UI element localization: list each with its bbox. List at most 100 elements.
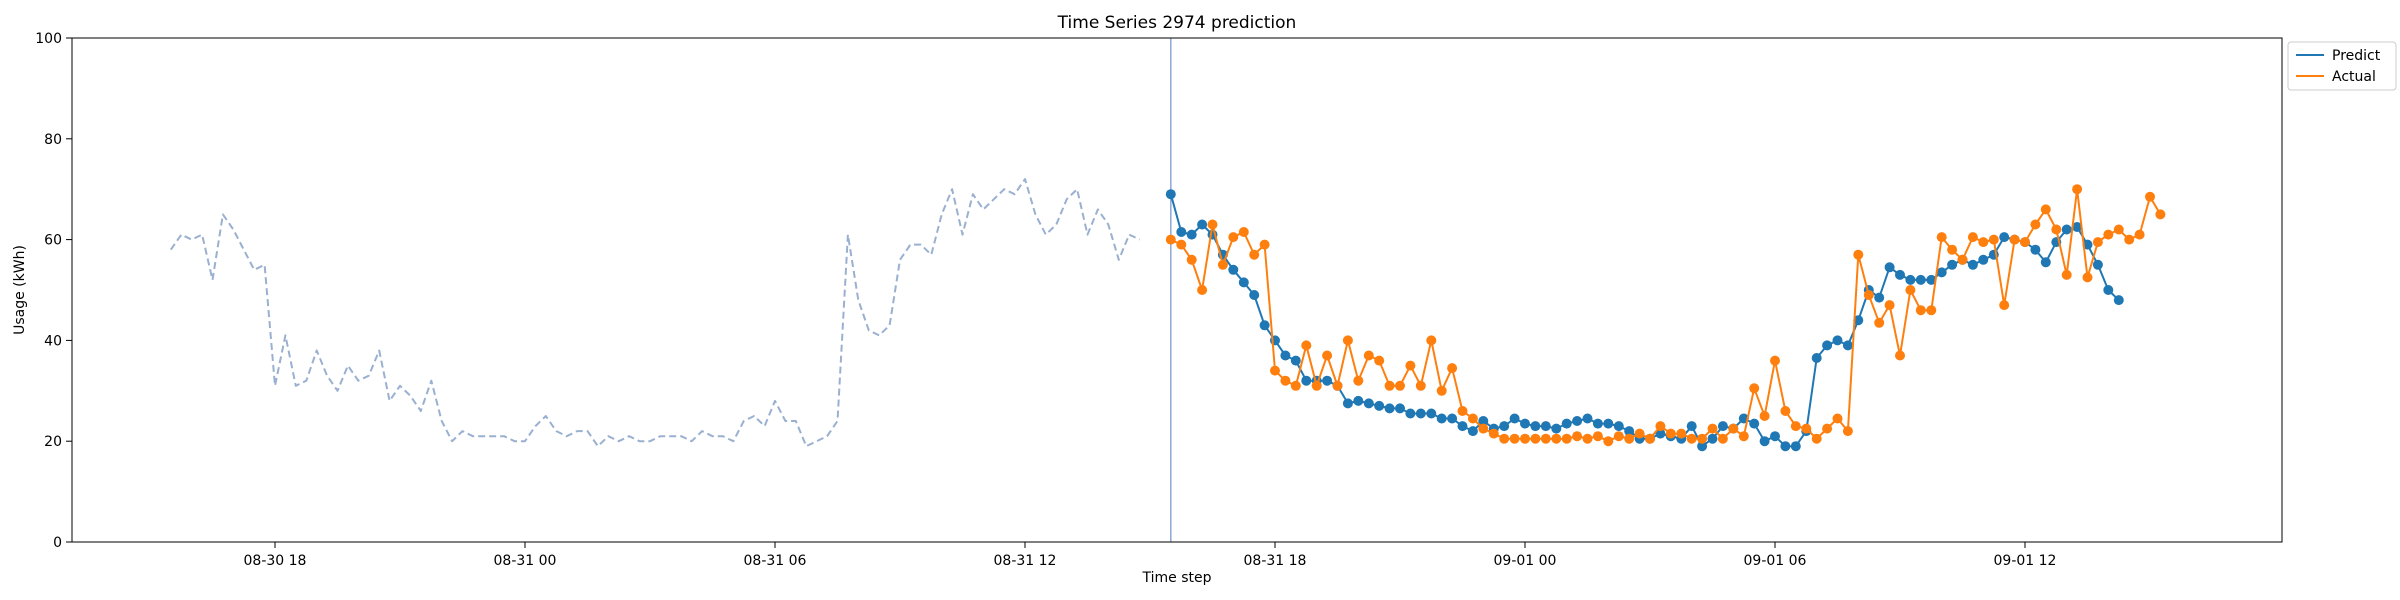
plot-frame	[71, 37, 2283, 543]
data-point-actual	[1905, 285, 1916, 295]
data-point-actual	[1280, 375, 1291, 386]
y-tick-label: 80	[44, 132, 62, 148]
data-point-actual	[2134, 229, 2145, 240]
data-point-predict	[1707, 433, 1718, 444]
data-point-predict	[1405, 408, 1416, 419]
data-point-actual	[1967, 232, 1978, 243]
series-line-actual	[1170, 188, 2162, 443]
data-point-actual	[1915, 305, 1926, 316]
data-point-predict	[1770, 431, 1780, 442]
data-point-predict	[1395, 403, 1405, 414]
data-point-actual	[1926, 305, 1937, 316]
data-point-actual	[2124, 234, 2135, 245]
data-point-actual	[1613, 431, 1624, 442]
data-point-predict	[1186, 229, 1197, 240]
data-point-actual	[1447, 363, 1458, 374]
data-point-actual	[2051, 224, 2062, 235]
data-point-predict	[1874, 292, 1885, 303]
data-point-actual	[1301, 340, 1312, 351]
data-point-actual	[1655, 421, 1666, 432]
data-point-predict	[1811, 353, 1822, 363]
data-point-actual	[1165, 234, 1176, 245]
data-point-predict	[1197, 219, 1208, 230]
data-point-actual	[1207, 219, 1218, 230]
y-tick-label: 40	[44, 333, 62, 349]
data-point-predict	[1384, 403, 1395, 414]
data-point-predict	[1613, 421, 1624, 432]
x-tick-label: 09-01 00	[1494, 553, 1557, 569]
data-point-predict	[1999, 232, 2010, 243]
x-tick-label: 08-31 18	[1244, 553, 1307, 569]
data-point-predict	[1342, 398, 1353, 409]
data-point-actual	[1374, 355, 1385, 366]
data-point-predict	[1936, 267, 1947, 278]
data-point-actual	[2040, 204, 2051, 215]
data-point-actual	[1530, 433, 1541, 444]
data-point-predict	[1280, 350, 1291, 361]
data-point-actual	[2103, 229, 2114, 240]
data-point-actual	[1176, 239, 1187, 250]
data-point-actual	[1290, 380, 1301, 391]
data-point-actual	[1645, 433, 1655, 444]
data-point-actual	[1238, 227, 1249, 237]
data-point-predict	[1572, 416, 1583, 426]
data-point-predict	[1978, 254, 1989, 265]
data-point-actual	[1582, 433, 1593, 444]
data-point-actual	[1561, 433, 1572, 444]
legend-label-predict: Predict	[2332, 48, 2381, 64]
data-point-actual	[1780, 406, 1791, 416]
data-point-actual	[1665, 428, 1676, 439]
data-point-predict	[1561, 418, 1572, 429]
legend-label-actual: Actual	[2332, 69, 2376, 85]
data-point-predict	[1426, 408, 1437, 419]
data-point-actual	[1822, 423, 1833, 434]
legend: Predict Actual	[2287, 41, 2397, 91]
data-point-actual	[1603, 436, 1614, 447]
data-point-predict	[1415, 408, 1426, 419]
series-line-predict	[1169, 193, 2120, 448]
data-point-predict	[1624, 426, 1635, 437]
x-tick-label: 08-31 12	[994, 553, 1057, 569]
data-point-predict	[1530, 421, 1541, 432]
x-tick-label: 08-31 00	[494, 553, 557, 569]
data-point-predict	[1717, 421, 1728, 432]
data-point-predict	[1540, 421, 1551, 432]
data-point-actual	[1895, 350, 1905, 361]
data-point-actual	[1249, 249, 1260, 260]
data-point-predict	[1322, 375, 1333, 386]
y-tick-label: 0	[53, 535, 62, 551]
data-point-actual	[1728, 423, 1739, 434]
data-point-actual	[1634, 428, 1645, 439]
y-tick-label: 100	[35, 31, 62, 47]
x-tick-label: 08-31 06	[744, 553, 807, 569]
data-point-actual	[2030, 219, 2041, 230]
data-point-actual	[1884, 300, 1895, 311]
data-point-predict	[1228, 264, 1239, 275]
data-point-actual	[1520, 433, 1530, 444]
data-point-predict	[1353, 395, 1364, 406]
data-point-actual	[1436, 385, 1447, 396]
data-point-actual	[1353, 375, 1364, 386]
data-point-actual	[2113, 224, 2124, 235]
data-point-actual	[2082, 272, 2093, 283]
data-point-actual	[2155, 209, 2166, 220]
data-point-predict	[1467, 426, 1478, 437]
data-point-actual	[1988, 234, 1999, 245]
data-point-actual	[1863, 290, 1874, 300]
data-point-actual	[1197, 285, 1208, 295]
data-point-actual	[1842, 426, 1853, 437]
data-point-actual	[1686, 433, 1697, 444]
data-point-actual	[1717, 433, 1728, 444]
data-point-predict	[1478, 416, 1489, 426]
data-point-actual	[1947, 244, 1958, 255]
series-line-history	[169, 178, 1141, 448]
x-axis: 08-30 18 08-31 00 08-31 06 08-31 12 08-31 18…	[244, 542, 2056, 569]
data-point-actual	[2092, 237, 2103, 248]
x-tick-label: 08-30 18	[244, 553, 307, 569]
data-point-predict	[1259, 320, 1270, 331]
data-point-actual	[1384, 380, 1395, 391]
data-point-predict	[1551, 423, 1562, 434]
data-point-actual	[2145, 191, 2155, 202]
data-point-predict	[1509, 413, 1520, 424]
